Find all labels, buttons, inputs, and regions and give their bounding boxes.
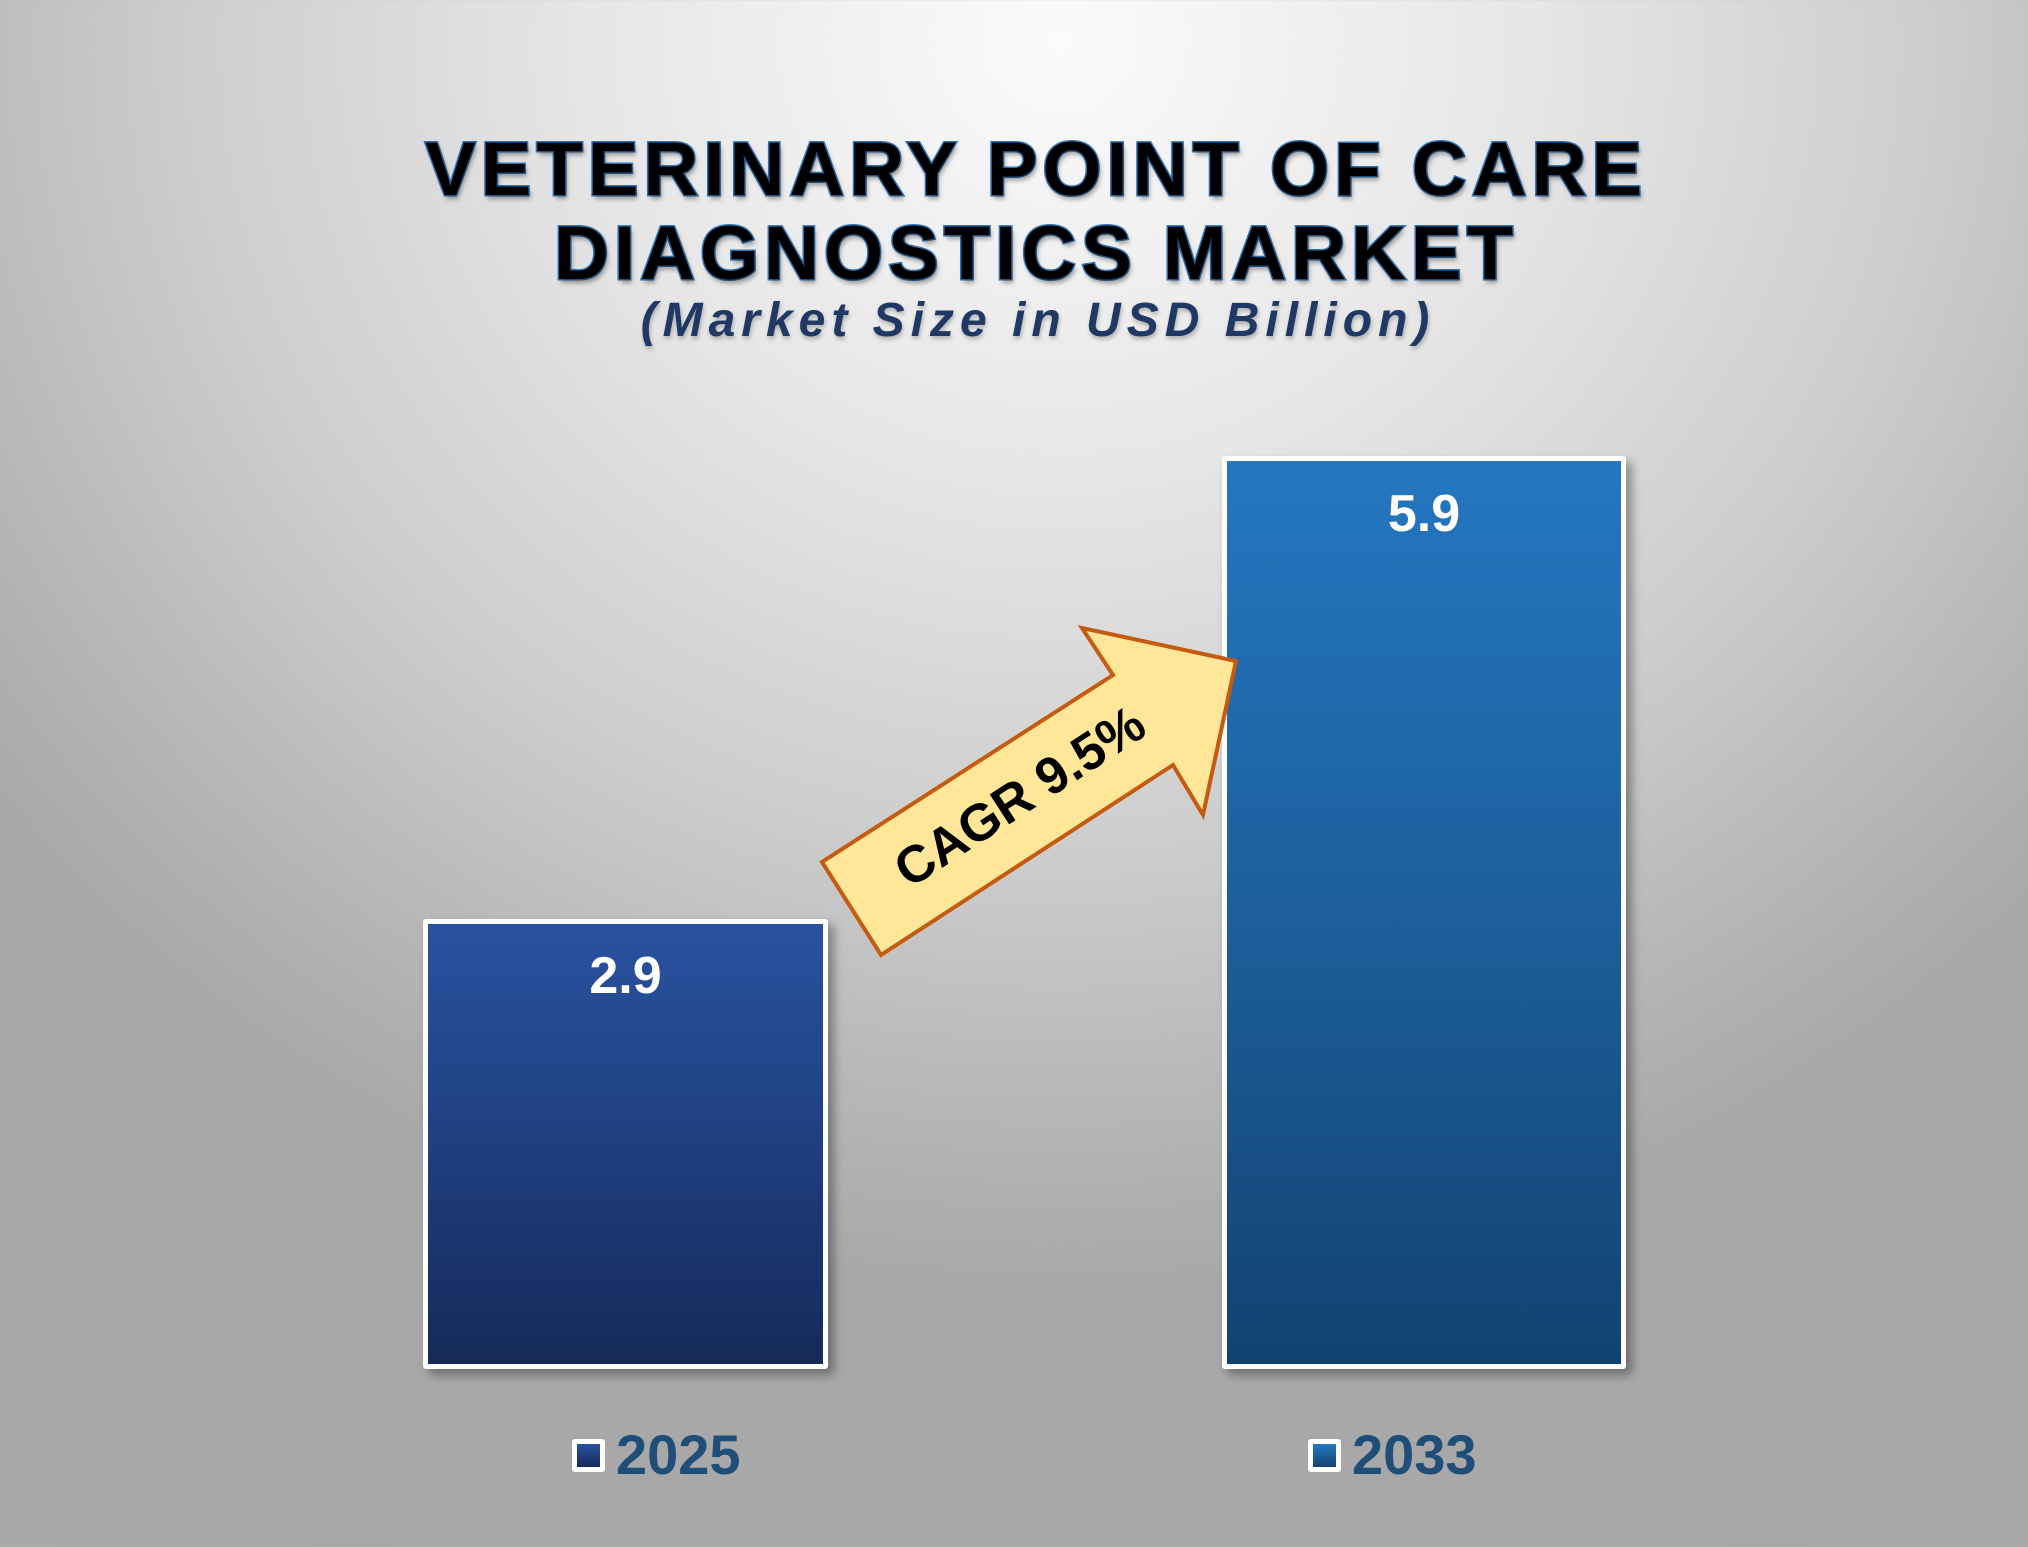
legend-item-2025: 2025	[572, 1423, 741, 1486]
chart-title-line2: DIAGNOSTICS MARKET	[553, 211, 1518, 296]
bar-value-label: 2.9	[589, 947, 662, 1005]
legend-swatch-icon	[572, 1438, 605, 1472]
bar-2033: 5.9	[1222, 456, 1626, 1369]
chart-title-line1: VETERINARY POINT OF CARE	[423, 127, 1648, 212]
bar-2025: 2.9	[423, 919, 828, 1369]
legend-swatch-icon	[1308, 1438, 1341, 1472]
cagr-label: CAGR 9.5%	[884, 694, 1156, 900]
chart-subtitle: (Market Size in USD Billion)	[640, 294, 1436, 347]
legend-item-2033: 2033	[1308, 1423, 1477, 1486]
bar-value-label: 5.9	[1387, 485, 1461, 543]
legend-label: 2033	[1352, 1423, 1477, 1486]
legend-label: 2025	[616, 1423, 741, 1486]
